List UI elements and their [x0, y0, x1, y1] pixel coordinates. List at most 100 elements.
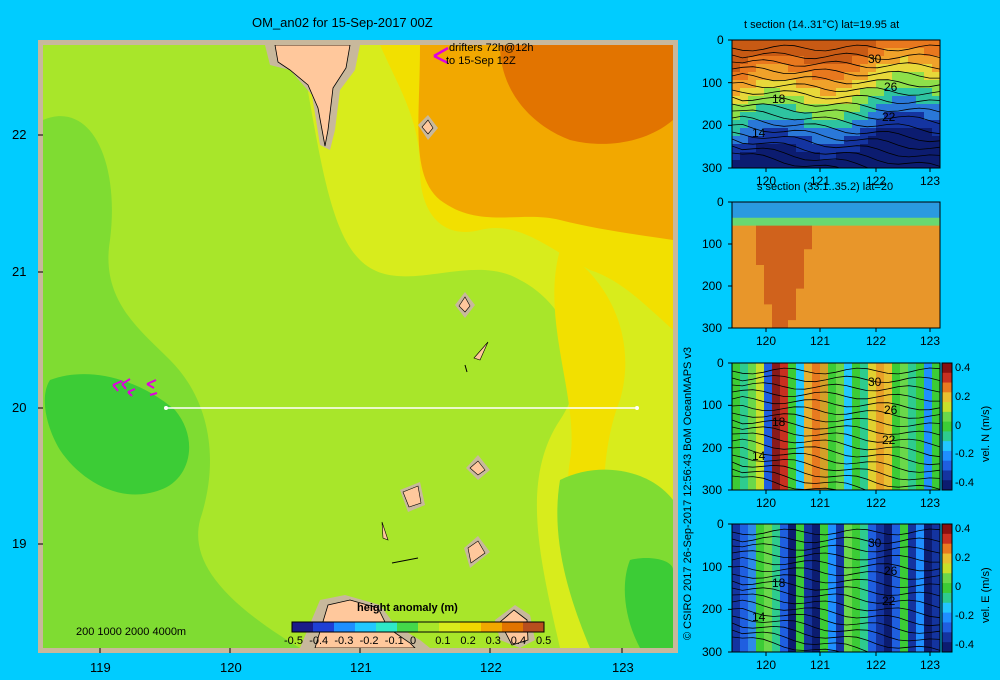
- colorbar-swatch: [334, 622, 356, 632]
- contour-label: 18: [772, 576, 786, 590]
- colorbar-swatch: [313, 622, 335, 632]
- colorbar-tick: -0.4: [309, 635, 329, 647]
- vel_e-panel: [728, 523, 953, 656]
- depth-tick: 300: [702, 161, 723, 175]
- contour-label: 30: [868, 375, 882, 389]
- drifter-tracks: [112, 46, 449, 397]
- vel-colorbar-label: vel. E (m/s): [980, 567, 992, 623]
- vel-colorbar-tick: 0.2: [955, 390, 971, 403]
- colorbar-title: height anomaly (m): [357, 602, 458, 614]
- depth-legend: 200 1000 2000 4000m: [76, 626, 187, 638]
- lat-tick: 22: [12, 127, 27, 142]
- vel-colorbar-tick: 0: [955, 581, 962, 593]
- vel-colorbar-tick: -0.2: [955, 610, 974, 622]
- contour-label: 18: [772, 92, 786, 106]
- vel-colorbar-tick: -0.2: [955, 448, 974, 461]
- colorbar-tick: -0.2: [359, 635, 379, 647]
- depth-tick: 0: [717, 33, 724, 47]
- depth-tick: 0: [717, 195, 724, 209]
- contour-label: 26: [884, 80, 898, 94]
- colorbar-tick: 0.2: [460, 635, 476, 647]
- lon-tick-panel: 120: [756, 496, 777, 510]
- colorbar-tick: -0.3: [334, 635, 354, 647]
- t-section-title: t section (14..31°C) lat=19.95 at: [744, 19, 900, 31]
- lon-tick-panel: 122: [866, 174, 887, 188]
- colorbar-swatch: [502, 622, 524, 632]
- s-section-title: s section (33.1..35.2) lat=20: [757, 181, 894, 193]
- colorbar-swatch: [523, 622, 545, 632]
- colorbar-swatch: [376, 622, 398, 632]
- map-title: OM_an02 for 15-Sep-2017 00Z: [252, 15, 433, 30]
- depth-tick: 0: [717, 356, 724, 370]
- colorbar-tick: 0.1: [435, 635, 451, 647]
- vel-colorbar-tick: 0.4: [955, 362, 971, 374]
- colorbar-swatch: [418, 622, 440, 632]
- lon-tick: 119: [90, 660, 111, 675]
- lon-tick: 122: [480, 660, 502, 675]
- contour-label: 22: [882, 110, 896, 124]
- depth-tick: 200: [702, 279, 723, 293]
- depth-tick: 100: [702, 398, 723, 413]
- colorbar-tick: -0.1: [384, 635, 404, 647]
- depth-tick: 200: [702, 118, 723, 133]
- lon-tick-panel: 122: [866, 334, 887, 348]
- lat-tick: 21: [12, 264, 27, 279]
- colorbar-swatch: [292, 622, 314, 632]
- lat-tick: 19: [12, 536, 27, 551]
- contour-label: 22: [882, 594, 896, 608]
- lon-tick-panel: 122: [866, 496, 887, 510]
- colorbar-swatch: [460, 622, 482, 632]
- height-anomaly-field: [43, 45, 673, 648]
- colorbar-swatch: [397, 622, 419, 632]
- vel-colorbar-tick: 0.4: [955, 523, 971, 535]
- contour-label: 14: [752, 449, 766, 463]
- depth-tick: 100: [702, 237, 723, 251]
- lon-tick: 121: [350, 660, 372, 675]
- depth-tick: 300: [702, 321, 723, 335]
- contour-label: 30: [868, 536, 882, 550]
- contour-label: 22: [882, 433, 896, 447]
- drifter-note-1: drifters 72h@12h: [449, 42, 534, 54]
- colorbar-tick: 0.3: [485, 635, 501, 647]
- vel_e-colorbar: [941, 523, 953, 653]
- lon-tick: 120: [220, 660, 242, 675]
- lon-tick-panel: 121: [810, 496, 831, 510]
- colorbar-swatch: [355, 622, 377, 632]
- lon-tick: 123: [612, 660, 634, 675]
- drifter-note-2: to 15-Sep 12Z: [446, 55, 516, 67]
- lon-tick-panel: 121: [810, 334, 831, 348]
- contour-label: 14: [752, 610, 766, 624]
- vel-colorbar-label: vel. N (m/s): [980, 405, 992, 462]
- t_section-panel: [728, 39, 941, 172]
- lon-tick-panel: 123: [920, 658, 941, 672]
- contour-label: 30: [868, 52, 882, 66]
- colorbar-tick: -0.5: [284, 635, 303, 647]
- vel-colorbar-tick: 0.2: [955, 552, 971, 564]
- colorbar-tick: 0.4: [510, 635, 527, 647]
- depth-tick: 200: [702, 440, 723, 455]
- lon-tick-panel: 121: [810, 174, 831, 188]
- depth-tick: 300: [702, 483, 723, 497]
- depth-tick: 100: [702, 75, 723, 90]
- lon-tick-panel: 122: [866, 658, 887, 672]
- lon-tick-panel: 120: [756, 334, 777, 348]
- height-colorbar: [291, 621, 545, 633]
- lon-tick-panel: 120: [756, 658, 777, 672]
- lon-tick-panel: 123: [920, 334, 941, 348]
- s_section-panel: [728, 201, 941, 332]
- lon-tick-panel: 123: [920, 496, 941, 510]
- vel_n-colorbar: [941, 362, 953, 491]
- vel-colorbar-tick: -0.4: [955, 477, 974, 489]
- colorbar-tick: 0: [410, 635, 417, 647]
- depth-tick: 300: [702, 645, 723, 659]
- colorbar-swatch: [481, 622, 503, 632]
- vel_n-panel: [728, 362, 953, 494]
- lon-tick-panel: 121: [810, 658, 831, 672]
- contour-label: 18: [772, 415, 786, 429]
- contour-label: 14: [752, 126, 766, 140]
- lon-tick-panel: 120: [756, 174, 777, 188]
- lat-tick: 20: [12, 400, 27, 415]
